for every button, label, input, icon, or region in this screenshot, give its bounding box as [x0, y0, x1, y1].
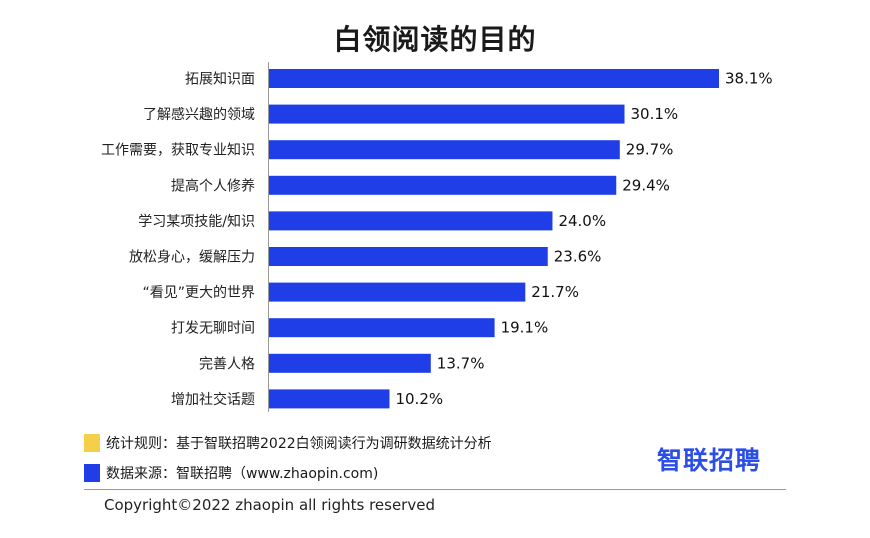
footer-divider: [84, 489, 786, 490]
value-label: 29.7%: [626, 141, 674, 159]
category-label: “看见”更大的世界: [142, 285, 255, 301]
category-label: 了解感兴趣的领域: [143, 106, 255, 123]
bars-group: 拓展知识面 38.1% 了解感兴趣的领域 30.1% 工作需要，获取专业知识 29.7% 提…: [101, 69, 773, 409]
bar: [269, 69, 719, 88]
value-label: 13.7%: [437, 354, 485, 372]
note-rule: 统计规则：基于智联招聘2022白领阅读行为调研数据统计分析: [84, 428, 492, 458]
bar-chart: 拓展知识面 38.1% 了解感兴趣的领域 30.1% 工作需要，获取专业知识 29.7% 提…: [101, 62, 773, 412]
value-label: 23.6%: [554, 248, 602, 266]
note-rule-swatch: [84, 434, 100, 452]
bar: [269, 104, 625, 124]
bar: [269, 247, 548, 266]
bar: [269, 282, 526, 302]
bar: [269, 318, 495, 338]
category-label: 放松身心，缓解压力: [129, 250, 255, 266]
bar: [269, 140, 620, 160]
value-label: 19.1%: [501, 319, 549, 337]
note-source: 数据来源：智联招聘（www.zhaopin.com): [84, 458, 492, 488]
notes: 统计规则：基于智联招聘2022白领阅读行为调研数据统计分析 数据来源：智联招聘（…: [84, 428, 492, 488]
category-label: 学习某项技能/知识: [138, 213, 255, 230]
value-label: 30.1%: [631, 105, 679, 123]
category-label: 拓展知识面: [185, 71, 255, 88]
bar: [269, 211, 553, 231]
category-label: 提高个人修养: [171, 177, 255, 194]
chart-title: 白领阅读的目的: [333, 23, 537, 56]
bar: [269, 175, 617, 195]
brand-logo: 智联招聘: [657, 446, 762, 475]
value-label: 10.2%: [395, 390, 443, 408]
bar: [269, 353, 431, 373]
category-label: 完善人格: [199, 356, 255, 372]
note-source-text: 数据来源：智联招聘（www.zhaopin.com): [106, 466, 379, 482]
bar: [269, 389, 390, 409]
category-label: 工作需要，获取专业知识: [101, 142, 255, 159]
note-rule-text: 统计规则：基于智联招聘2022白领阅读行为调研数据统计分析: [106, 436, 492, 452]
value-label: 29.4%: [622, 176, 670, 194]
category-label: 增加社交话题: [171, 391, 255, 408]
value-label: 38.1%: [725, 70, 773, 88]
copyright-text: Copyright©2022 zhaopin all rights reserv…: [104, 496, 435, 514]
category-label: 打发无聊时间: [171, 320, 255, 337]
note-source-swatch: [84, 464, 100, 482]
value-label: 21.7%: [531, 283, 579, 301]
value-label: 24.0%: [558, 212, 606, 230]
